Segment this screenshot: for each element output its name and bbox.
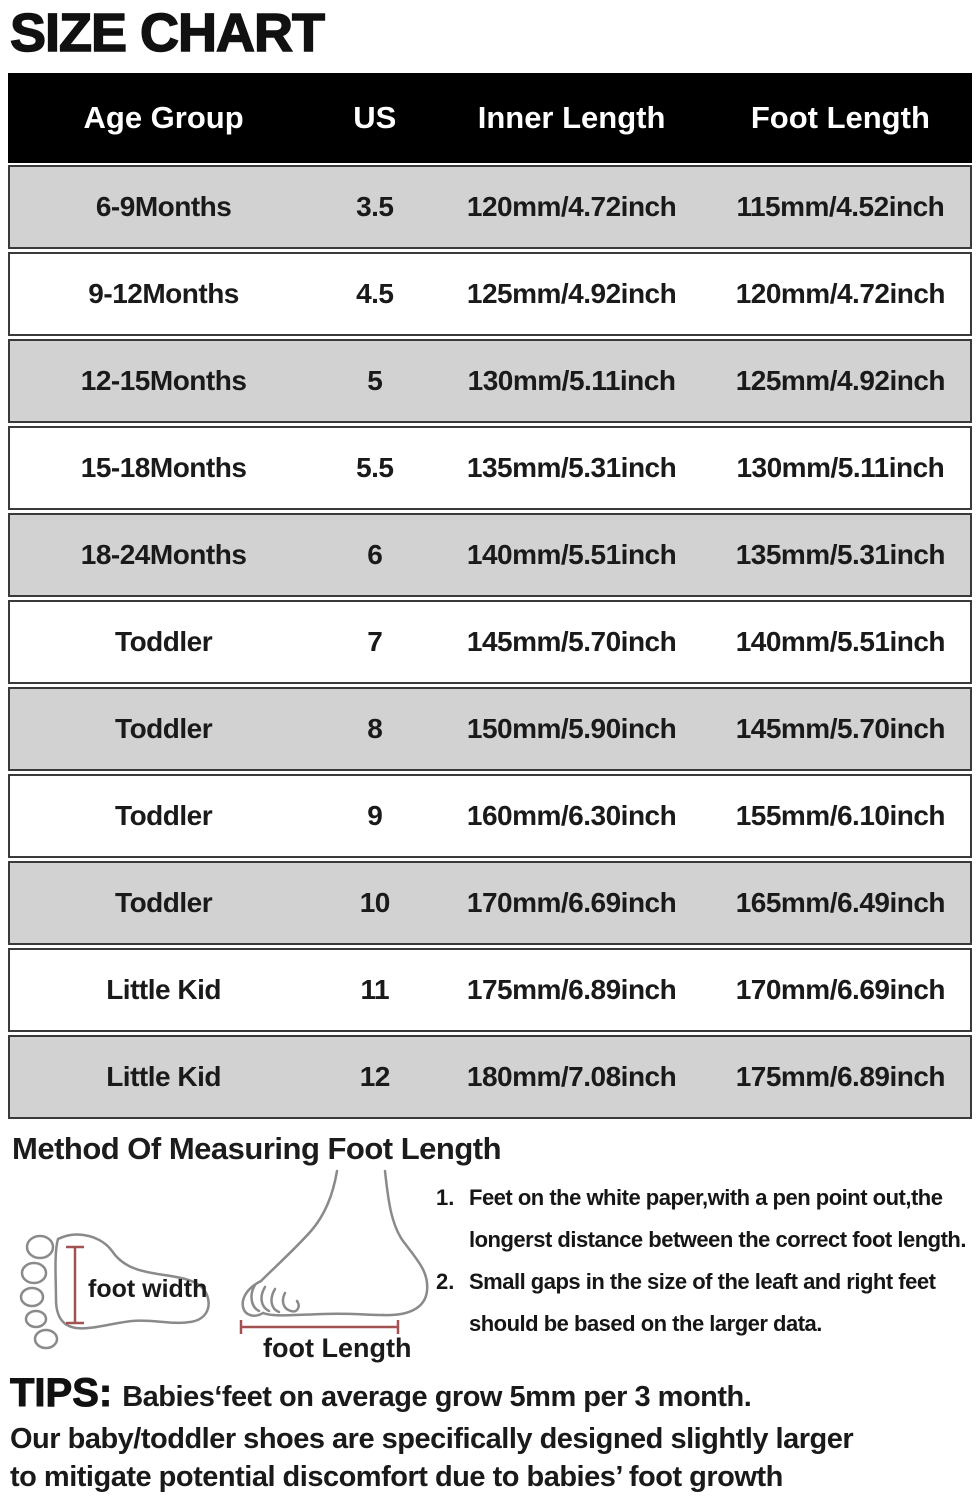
cell-foot-length: 135mm/5.31inch — [735, 539, 946, 571]
instruction-number: 1. — [436, 1185, 455, 1211]
foot-width-measure-line — [66, 1246, 84, 1325]
header-inner-length: Inner Length — [477, 100, 666, 136]
tips-first-line: TIPS: Babies‘feet on average grow 5mm per… — [9, 1371, 980, 1416]
table-row: Little Kid 12 180mm/7.08inch 175mm/6.89i… — [8, 1035, 972, 1120]
cell-foot-length: 140mm/5.51inch — [735, 626, 946, 658]
cell-foot-length: 125mm/4.92inch — [735, 365, 946, 397]
table-row: Little Kid 11 175mm/6.89inch 170mm/6.69i… — [8, 948, 972, 1033]
cell-age-group: 6-9Months — [95, 191, 232, 223]
toe-circle — [24, 1310, 48, 1329]
cell-age-group: 12-15Months — [80, 365, 247, 397]
cell-age-group: Little Kid — [106, 1061, 221, 1093]
instruction-text: Small gaps in the size of the leaft and … — [469, 1269, 936, 1295]
cell-foot-length: 175mm/6.89inch — [735, 1061, 946, 1093]
leg-front-line — [259, 1170, 339, 1283]
tips-text: Our baby/toddler shoes are specifically … — [10, 1423, 854, 1456]
cell-inner-length: 160mm/6.30inch — [466, 800, 677, 832]
table-row: Toddler 10 170mm/6.69inch 165mm/6.49inch — [8, 861, 972, 946]
tips-section: TIPS: Babies‘feet on average grow 5mm per… — [9, 1371, 980, 1496]
cell-age-group: Toddler — [115, 800, 213, 832]
cell-inner-length: 150mm/5.90inch — [466, 713, 677, 745]
cell-foot-length: 130mm/5.11inch — [736, 452, 945, 484]
header-age-group: Age Group — [83, 100, 244, 136]
cell-age-group: Toddler — [115, 626, 213, 658]
tips-label: TIPS: — [9, 1371, 113, 1416]
table-row: Toddler 9 160mm/6.30inch 155mm/6.10inch — [8, 774, 972, 859]
cell-inner-length: 175mm/6.89inch — [466, 974, 677, 1006]
tips-paragraph: Our baby/toddler shoes are specifically … — [10, 1420, 980, 1496]
foot-length-measure-line — [239, 1320, 400, 1335]
cell-age-group: Little Kid — [106, 974, 221, 1006]
instruction-number: 2. — [436, 1269, 455, 1295]
cell-inner-length: 120mm/4.72inch — [466, 191, 677, 223]
cell-foot-length: 120mm/4.72inch — [735, 278, 946, 310]
cell-inner-length: 135mm/5.31inch — [466, 452, 677, 484]
cell-age-group: Toddler — [115, 713, 213, 745]
cell-us-size: 11 — [360, 974, 390, 1006]
sole-line — [261, 1312, 385, 1318]
cell-us-size: 10 — [359, 887, 391, 919]
cell-inner-length: 140mm/5.51inch — [466, 539, 677, 571]
toe-circle — [20, 1262, 48, 1285]
cell-us-size: 12 — [359, 1061, 391, 1093]
tips-text: Babies‘feet on average grow 5mm per 3 mo… — [122, 1381, 752, 1414]
cell-us-size: 3.5 — [356, 191, 394, 223]
instruction-item: 1. Feet on the white paper,with a pen po… — [436, 1177, 980, 1261]
table-row: 6-9Months 3.5 120mm/4.72inch 115mm/4.52i… — [8, 165, 972, 250]
toe-circle — [19, 1287, 45, 1308]
cell-inner-length: 145mm/5.70inch — [466, 626, 677, 658]
cell-us-size: 7 — [367, 626, 383, 658]
tips-text: to mitigate potential discomfort due to … — [10, 1461, 783, 1494]
measuring-method-heading: Method Of Measuring Foot Length — [12, 1131, 502, 1167]
cell-age-group: Toddler — [115, 887, 213, 919]
toe-circle — [25, 1235, 55, 1260]
header-foot-length: Foot Length — [750, 100, 930, 136]
cell-inner-length: 180mm/7.08inch — [466, 1061, 677, 1093]
instruction-text: should be based on the larger data. — [469, 1311, 822, 1337]
cell-foot-length: 155mm/6.10inch — [735, 800, 946, 832]
foot-side-view-diagram: foot Length — [239, 1170, 429, 1363]
cell-age-group: 9-12Months — [88, 278, 239, 310]
cell-inner-length: 125mm/4.92inch — [466, 278, 677, 310]
cell-us-size: 4.5 — [356, 278, 394, 310]
cell-inner-length: 130mm/5.11inch — [467, 365, 676, 397]
toe-circle — [33, 1329, 59, 1350]
cell-us-size: 9 — [367, 800, 383, 832]
table-row: Toddler 8 150mm/5.90inch 145mm/5.70inch — [8, 687, 972, 772]
cell-foot-length: 115mm/4.52inch — [736, 191, 945, 223]
table-row: 18-24Months 6 140mm/5.51inch 135mm/5.31i… — [8, 513, 972, 598]
table-row: Toddler 7 145mm/5.70inch 140mm/5.51inch — [8, 600, 972, 685]
cell-us-size: 8 — [367, 713, 383, 745]
instruction-text: Feet on the white paper,with a pen point… — [469, 1185, 943, 1211]
cell-foot-length: 165mm/6.49inch — [735, 887, 946, 919]
table-row: 9-12Months 4.5 125mm/4.92inch 120mm/4.72… — [8, 252, 972, 337]
header-us-size: US — [353, 100, 397, 136]
foot-width-label: foot width — [88, 1275, 207, 1303]
cell-us-size: 5.5 — [356, 452, 394, 484]
cell-us-size: 5 — [367, 365, 383, 397]
size-chart-table: Age Group US Inner Length Foot Length 6-… — [8, 73, 972, 1120]
table-row: 12-15Months 5 130mm/5.11inch 125mm/4.92i… — [8, 339, 972, 424]
instruction-item: 2. Small gaps in the size of the leaft a… — [436, 1261, 980, 1345]
table-header-row: Age Group US Inner Length Foot Length — [8, 73, 972, 164]
cell-foot-length: 145mm/5.70inch — [735, 713, 946, 745]
leg-back-line — [381, 1170, 429, 1317]
foot-outline — [54, 1233, 210, 1330]
cell-foot-length: 170mm/6.69inch — [735, 974, 946, 1006]
foot-length-label: foot Length — [263, 1333, 411, 1363]
toes-line — [241, 1280, 300, 1318]
cell-us-size: 6 — [367, 539, 383, 571]
measuring-section: foot width foot Length 1. Feet on the wh… — [0, 1167, 980, 1367]
measuring-instructions: 1. Feet on the white paper,with a pen po… — [436, 1177, 980, 1345]
page-title: SIZE CHART — [9, 2, 326, 63]
cell-age-group: 18-24Months — [80, 539, 247, 571]
cell-age-group: 15-18Months — [80, 452, 247, 484]
cell-inner-length: 170mm/6.69inch — [466, 887, 677, 919]
table-row: 15-18Months 5.5 135mm/5.31inch 130mm/5.1… — [8, 426, 972, 511]
instruction-text: longerst distance between the correct fo… — [469, 1227, 966, 1253]
foot-top-view-diagram: foot width — [19, 1233, 210, 1350]
